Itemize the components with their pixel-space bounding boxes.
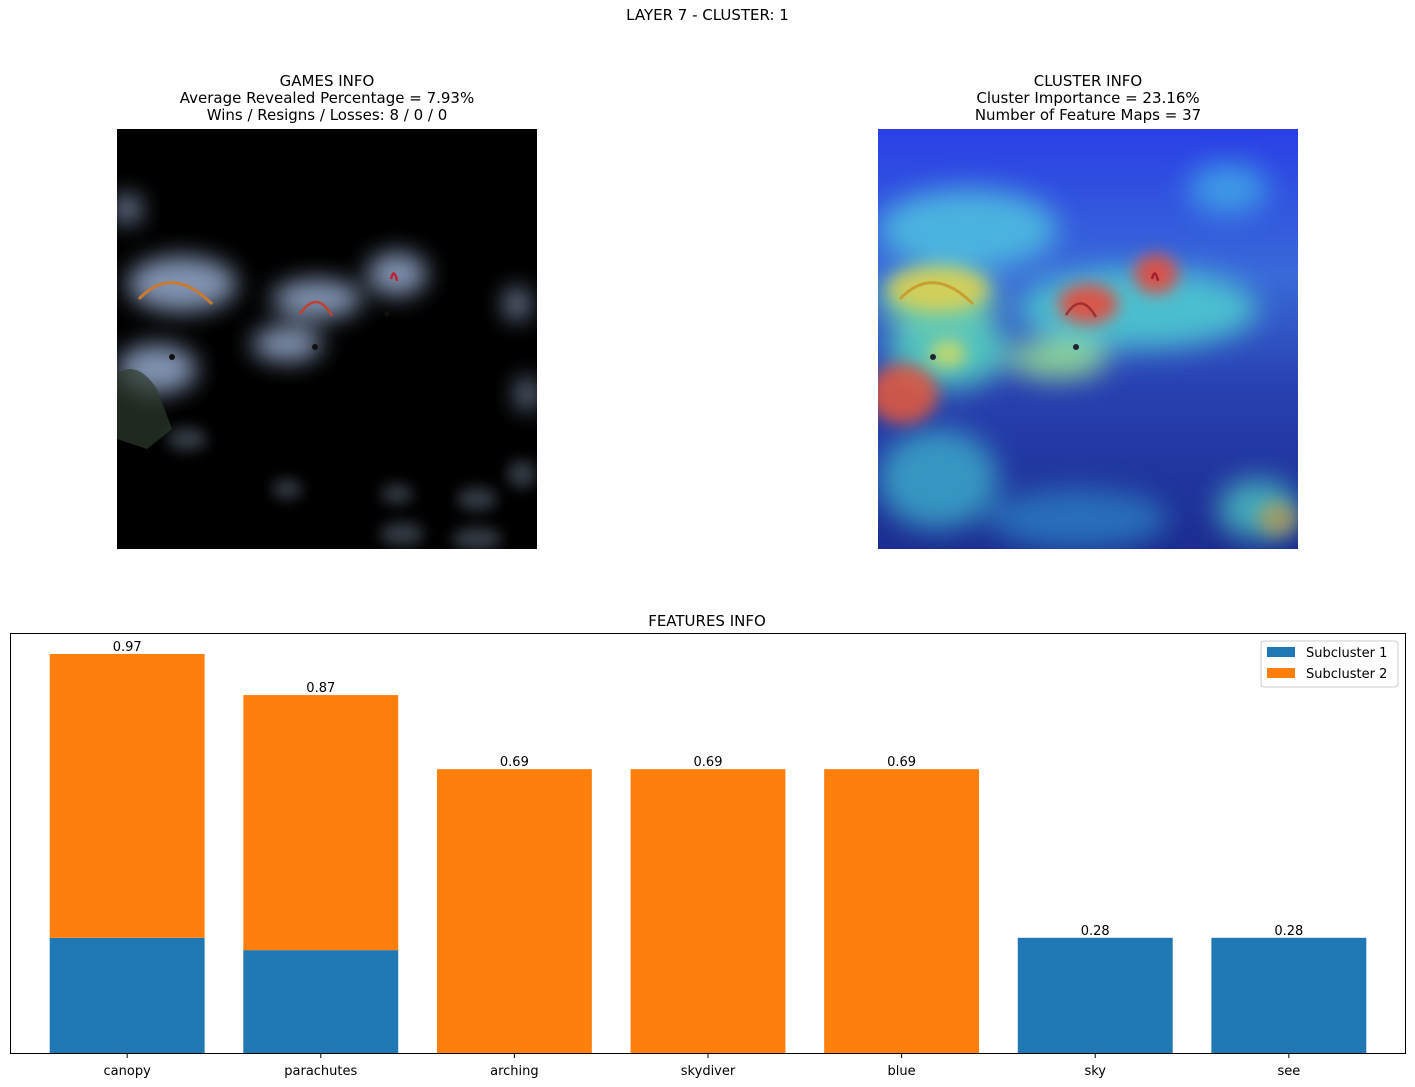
bar-parachutes-subcluster-1 (243, 950, 399, 1053)
bar-parachutes-subcluster-2 (243, 695, 399, 951)
bar-canopy-subcluster-1 (49, 937, 205, 1053)
legend-box (1260, 640, 1399, 688)
cluster-info-title-block: CLUSTER INFO Cluster Importance = 23.16%… (878, 73, 1298, 124)
games-info-title-block: GAMES INFO Average Revealed Percentage =… (117, 73, 537, 124)
x-tick-label-arching: arching (490, 1064, 539, 1079)
x-tick-label-canopy: canopy (104, 1064, 152, 1079)
bar-sky-subcluster-1 (1017, 937, 1173, 1053)
legend-label-subcluster-2: Subcluster 2 (1306, 667, 1387, 682)
axes-frame (10, 633, 1406, 1054)
bar-blue-subcluster-2 (824, 769, 980, 1053)
bar-skydiver-subcluster-2 (630, 769, 786, 1053)
cluster-info-title: CLUSTER INFO (1033, 72, 1143, 90)
revealed-image (117, 129, 537, 549)
data-label-arching: 0.69 (500, 755, 529, 770)
games-info-title: GAMES INFO (279, 72, 375, 90)
chart-title: FEATURES INFO (648, 612, 766, 630)
cluster-heatmap-image (878, 129, 1298, 549)
legend-swatch-subcluster-2 (1267, 668, 1295, 678)
figure-suptitle: LAYER 7 - CLUSTER: 1 (626, 6, 789, 24)
data-label-sky: 0.28 (1081, 924, 1110, 939)
bar-see-subcluster-1 (1211, 937, 1367, 1053)
data-label-blue: 0.69 (887, 755, 916, 770)
bar-arching-subcluster-2 (436, 769, 592, 1053)
x-tick-label-blue: blue (888, 1064, 916, 1079)
legend-swatch-subcluster-1 (1267, 647, 1295, 657)
data-label-see: 0.28 (1274, 924, 1303, 939)
legend: Subcluster 1 Subcluster 2 (1260, 640, 1399, 688)
legend-label-subcluster-1: Subcluster 1 (1306, 646, 1387, 661)
data-label-parachutes: 0.87 (306, 681, 335, 696)
x-tick-label-skydiver: skydiver (681, 1064, 736, 1079)
data-label-skydiver: 0.69 (694, 755, 723, 770)
average-revealed-percentage: Average Revealed Percentage = 7.93% (179, 89, 475, 107)
x-tick-label-see: see (1277, 1064, 1300, 1079)
data-label-canopy: 0.97 (113, 640, 142, 655)
number-of-feature-maps: Number of Feature Maps = 37 (974, 106, 1202, 124)
x-tick-label-sky: sky (1084, 1064, 1106, 1079)
x-tick-label-parachutes: parachutes (284, 1064, 357, 1079)
wins-resigns-losses: Wins / Resigns / Losses: 8 / 0 / 0 (206, 106, 448, 124)
cluster-importance: Cluster Importance = 23.16% (976, 89, 1200, 107)
bar-canopy-subcluster-2 (49, 653, 205, 938)
